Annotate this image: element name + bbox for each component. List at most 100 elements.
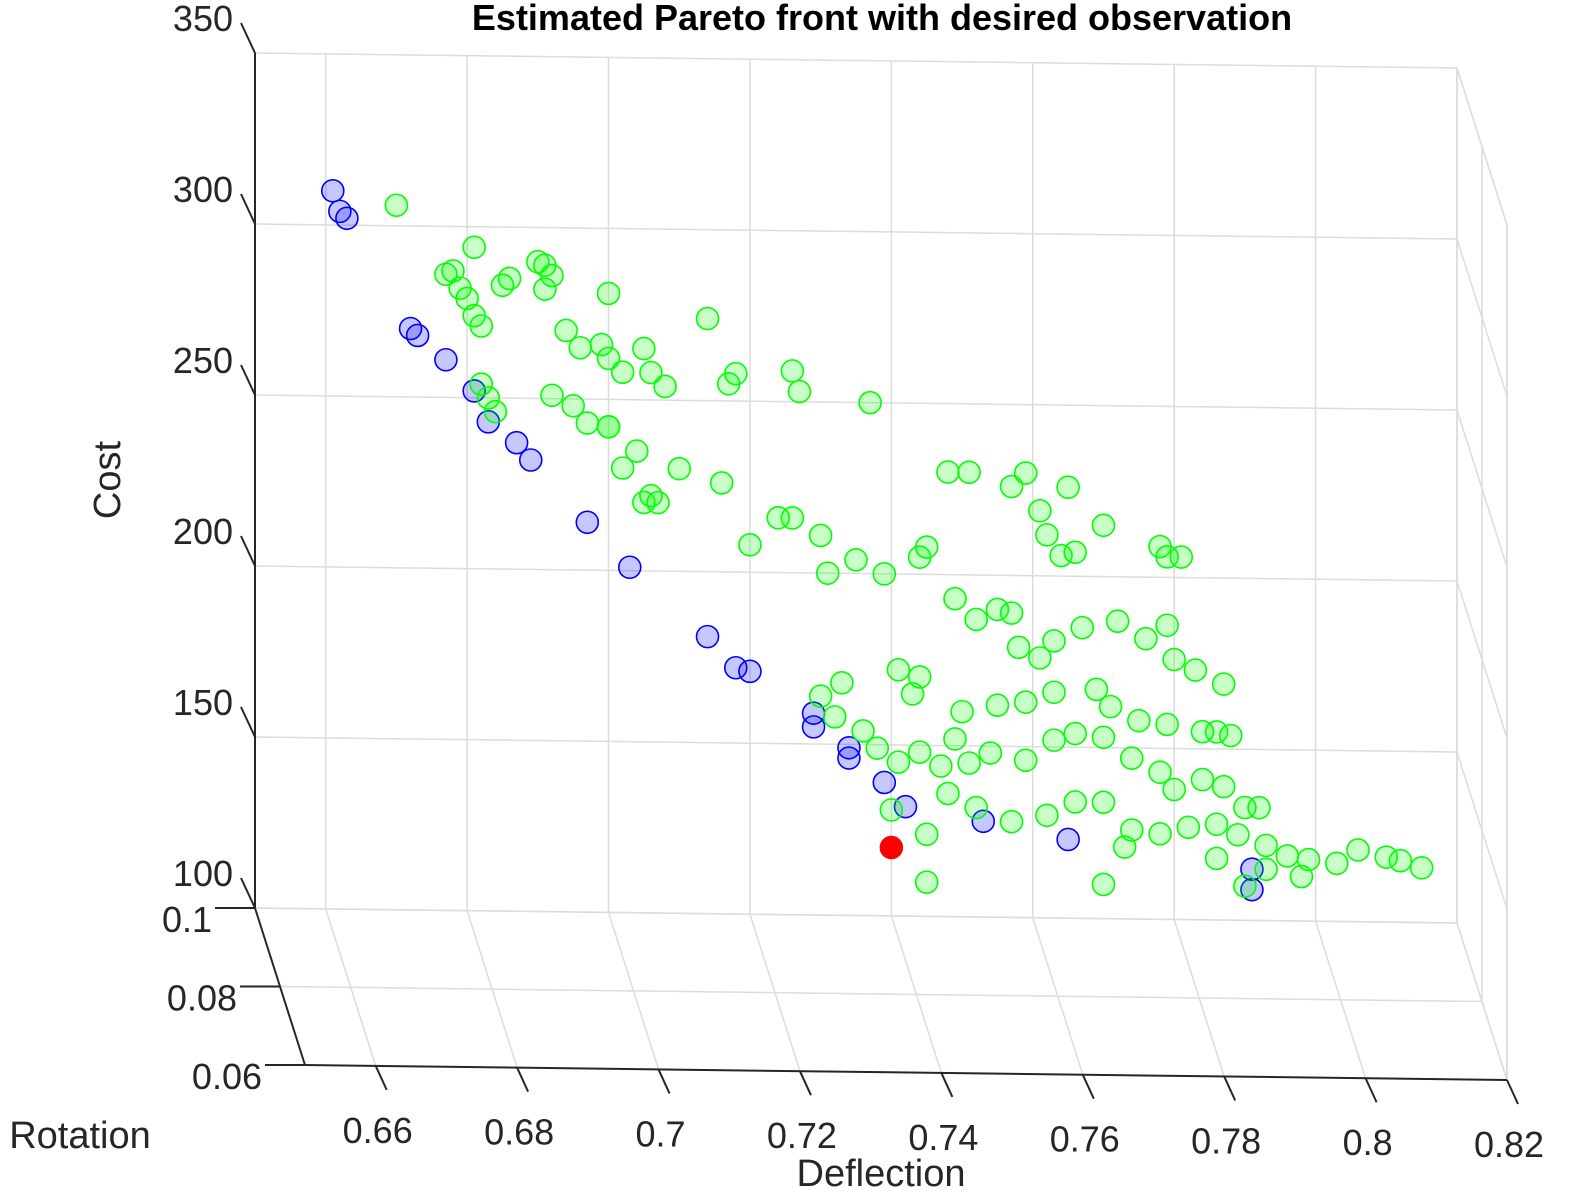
estimated-point <box>999 809 1024 834</box>
estimated-point <box>667 456 692 481</box>
estimated-point <box>1155 712 1179 737</box>
z-tick-mark <box>240 877 256 909</box>
estimated-point <box>886 657 911 682</box>
estimated-point <box>1013 461 1038 485</box>
estimated-point <box>483 399 508 424</box>
estimated-point <box>469 314 494 338</box>
estimated-point <box>596 346 621 371</box>
pareto-point <box>971 809 996 834</box>
box-edge <box>1456 67 1508 226</box>
x-tick-mark <box>516 1067 530 1093</box>
estimated-point <box>1049 543 1073 568</box>
estimated-point <box>1091 725 1116 750</box>
estimated-point <box>596 281 621 306</box>
x-tick-mark <box>1081 1074 1095 1100</box>
chart-title: Estimated Pareto front with desired obse… <box>472 0 1292 38</box>
estimated-point <box>1063 790 1087 814</box>
estimated-point <box>540 263 564 288</box>
x-tick-mark <box>374 1065 388 1091</box>
y-tick-label: 0.06 <box>192 1056 262 1097</box>
estimated-point <box>964 607 989 632</box>
estimated-point <box>589 332 614 357</box>
estimated-point <box>1254 857 1278 882</box>
estimated-point <box>738 533 762 557</box>
grid-line <box>254 907 1458 924</box>
estimated-point <box>1035 523 1059 547</box>
x-tick-label: 0.82 <box>1474 1124 1544 1165</box>
estimated-point <box>851 719 875 743</box>
x-tick-label: 0.74 <box>908 1117 978 1158</box>
estimated-point <box>554 318 578 343</box>
estimated-point <box>1013 690 1038 714</box>
estimated-point <box>780 359 805 383</box>
estimated-point <box>914 535 939 559</box>
estimated-point <box>1148 821 1172 846</box>
estimated-point <box>1409 856 1434 880</box>
pareto-point <box>837 746 861 770</box>
z-tick-label: 200 <box>173 511 233 552</box>
pareto-point <box>504 430 529 455</box>
estimated-point <box>610 456 635 480</box>
pareto-point <box>335 206 359 231</box>
z-tick-mark <box>240 193 256 225</box>
grid-line <box>254 394 1458 411</box>
estimated-point <box>787 379 812 404</box>
x-tick-mark <box>1364 1077 1378 1103</box>
pareto-point <box>434 347 458 372</box>
estimated-point <box>943 727 967 751</box>
axes <box>215 22 1519 1105</box>
data-points <box>320 178 1434 902</box>
estimated-point <box>865 736 890 760</box>
estimated-point <box>1346 838 1370 862</box>
estimated-point <box>1013 748 1038 773</box>
estimated-point <box>1190 767 1215 792</box>
estimated-point <box>844 548 868 572</box>
pareto-point <box>518 448 543 472</box>
estimated-point <box>1028 646 1052 670</box>
pareto-point <box>801 715 826 739</box>
pareto-point <box>462 379 486 403</box>
estimated-point <box>625 439 649 463</box>
estimated-point <box>943 586 967 611</box>
estimated-point <box>985 597 1010 622</box>
estimated-point <box>1155 613 1179 638</box>
estimated-point <box>462 235 486 260</box>
estimated-point <box>1006 635 1031 660</box>
z-tick-label: 250 <box>173 340 233 381</box>
estimated-point <box>1112 835 1137 859</box>
y-tick-label: 0.1 <box>162 899 212 940</box>
estimated-point <box>497 266 522 291</box>
estimated-point <box>1091 790 1116 815</box>
z-tick-mark <box>240 706 256 738</box>
estimated-point <box>695 306 720 331</box>
estimated-point <box>929 754 953 778</box>
estimated-point <box>1056 475 1080 500</box>
estimated-point <box>632 336 656 361</box>
estimated-point <box>886 750 911 774</box>
x-axis-line <box>304 1064 1508 1081</box>
pareto-point <box>695 624 720 649</box>
pareto-point <box>738 659 762 684</box>
estimated-point <box>1042 680 1066 705</box>
estimated-point <box>716 372 741 396</box>
x-tick-label: 0.7 <box>636 1113 686 1154</box>
estimated-point <box>822 705 847 729</box>
estimated-point <box>978 741 1003 765</box>
x-tick-mark <box>940 1072 954 1098</box>
estimated-point <box>1218 723 1243 748</box>
z-tick-label: 100 <box>173 853 233 894</box>
pareto-point <box>398 316 423 341</box>
estimated-point <box>490 273 515 298</box>
estimated-point <box>964 795 989 820</box>
estimated-point <box>1127 708 1151 733</box>
estimated-point <box>985 693 1010 718</box>
estimated-point <box>872 562 897 586</box>
x-tick-mark <box>1223 1076 1237 1101</box>
estimated-point <box>610 360 635 385</box>
estimated-point <box>1388 848 1413 873</box>
x-tick-label: 0.72 <box>767 1115 837 1156</box>
estimated-point <box>1028 499 1052 523</box>
estimated-point <box>1098 694 1123 719</box>
estimated-point <box>879 798 904 822</box>
estimated-point <box>1091 513 1116 538</box>
